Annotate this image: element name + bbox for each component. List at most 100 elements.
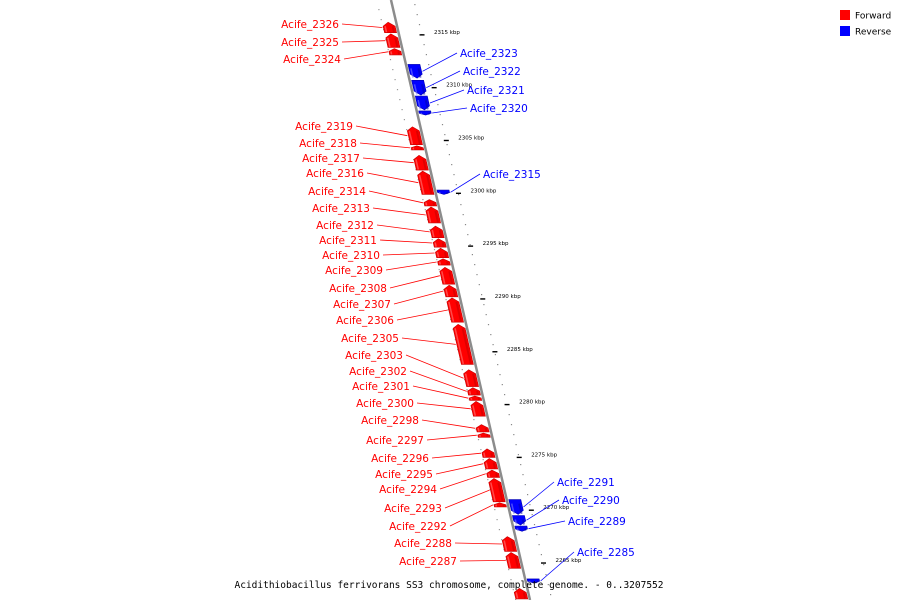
gene-label-acife-2314[interactable]: Acife_2314	[308, 186, 366, 198]
gene-arrow[interactable]	[429, 225, 445, 238]
gene-arrow[interactable]	[446, 297, 464, 323]
gene-arrow[interactable]	[439, 266, 456, 285]
gene-arrow[interactable]	[435, 247, 450, 259]
gene-shade	[427, 112, 431, 115]
gene-highlight	[418, 174, 425, 195]
gene-label-acife-2300[interactable]: Acife_2300	[356, 398, 414, 410]
gene-arrow[interactable]	[513, 588, 529, 600]
scale-dot	[513, 434, 515, 436]
gene-label-acife-2292[interactable]: Acife_2292	[389, 521, 447, 533]
gene-label-acife-2298[interactable]: Acife_2298	[361, 415, 419, 427]
gene-label-acife-2290[interactable]: Acife_2290	[562, 495, 620, 507]
gene-label-acife-2320[interactable]: Acife_2320	[470, 103, 528, 115]
gene-arrow[interactable]	[475, 424, 490, 433]
gene-arrow[interactable]	[483, 458, 499, 470]
gene-arrow[interactable]	[481, 448, 496, 458]
gene-shade	[432, 202, 436, 206]
gene-arrow[interactable]	[417, 170, 435, 195]
gene-arrow[interactable]	[512, 515, 527, 526]
gene-label-acife-2289[interactable]: Acife_2289	[568, 516, 626, 528]
gene-label-acife-2311[interactable]: Acife_2311	[319, 235, 377, 247]
gene-shade	[518, 503, 523, 515]
gene-arrow[interactable]	[501, 536, 518, 552]
gene-label-acife-2322[interactable]: Acife_2322	[463, 66, 521, 78]
gene-label-acife-2287[interactable]: Acife_2287	[399, 556, 457, 568]
gene-label-acife-2307[interactable]: Acife_2307	[333, 299, 391, 311]
gene-label-acife-2315[interactable]: Acife_2315	[483, 169, 541, 181]
gene-label-acife-2319[interactable]: Acife_2319	[295, 121, 353, 133]
gene-arrow[interactable]	[486, 469, 500, 478]
gene-label-acife-2301[interactable]: Acife_2301	[352, 381, 410, 393]
gene-arrow[interactable]	[382, 21, 397, 34]
gene-leader-line	[528, 520, 566, 530]
gene-label-acife-2296[interactable]: Acife_2296	[371, 453, 429, 465]
gene-label-acife-2297[interactable]: Acife_2297	[366, 435, 424, 447]
gene-label-acife-2309[interactable]: Acife_2309	[325, 265, 383, 277]
gene-arrow[interactable]	[470, 401, 486, 417]
scale-tick-label: 2305 kbp	[458, 136, 484, 142]
gene-label-acife-2308[interactable]: Acife_2308	[329, 283, 387, 295]
gene-arrow[interactable]	[423, 199, 438, 207]
guide-dot	[417, 179, 419, 181]
gene-label-acife-2285[interactable]: Acife_2285	[577, 547, 635, 559]
scale-dot	[478, 284, 480, 286]
gene-label-acife-2325[interactable]: Acife_2325	[281, 37, 339, 49]
scale-tick-label: 2315 kbp	[434, 30, 460, 36]
gene-arrow[interactable]	[432, 238, 447, 248]
gene-label-acife-2294[interactable]: Acife_2294	[379, 484, 437, 496]
gene-arrow[interactable]	[411, 80, 427, 96]
gene-label-acife-2318[interactable]: Acife_2318	[299, 138, 357, 150]
gene-arrow[interactable]	[385, 33, 401, 48]
gene-arrow[interactable]	[437, 258, 451, 266]
gene-arrow[interactable]	[425, 206, 441, 224]
gene-label-acife-2321[interactable]: Acife_2321	[467, 85, 525, 97]
gene-label-acife-2293[interactable]: Acife_2293	[384, 503, 442, 515]
legend-swatch-reverse	[840, 26, 850, 36]
gene-label-acife-2324[interactable]: Acife_2324	[283, 54, 341, 66]
guide-dot	[401, 109, 403, 111]
gene-label-acife-2312[interactable]: Acife_2312	[316, 220, 374, 232]
map-caption: Acidithiobacillus ferrivorans SS3 chromo…	[235, 580, 664, 591]
gene-label-acife-2313[interactable]: Acife_2313	[312, 203, 370, 215]
gene-arrow[interactable]	[477, 432, 491, 438]
guide-dot	[466, 389, 468, 391]
gene-arrow[interactable]	[526, 578, 540, 584]
gene-arrow[interactable]	[508, 499, 524, 515]
gene-arrow[interactable]	[505, 552, 522, 569]
gene-arrow[interactable]	[413, 154, 429, 171]
gene-arrow[interactable]	[388, 48, 403, 56]
scale-dot	[428, 64, 430, 66]
guide-dot	[512, 589, 514, 591]
scale-dot	[418, 24, 421, 26]
gene-arrow[interactable]	[418, 110, 432, 116]
gene-highlight	[490, 482, 496, 502]
gene-arrow[interactable]	[410, 145, 425, 151]
gene-arrow[interactable]	[493, 502, 507, 508]
gene-arrow[interactable]	[406, 126, 423, 145]
gene-arrow[interactable]	[443, 284, 459, 298]
scale-tick-label: 2280 kbp	[519, 400, 545, 406]
guide-dot	[396, 89, 399, 91]
gene-arrow[interactable]	[488, 478, 506, 503]
gene-arrow[interactable]	[468, 395, 483, 401]
gene-label-acife-2323[interactable]: Acife_2323	[460, 48, 518, 60]
gene-label-acife-2302[interactable]: Acife_2302	[349, 366, 407, 378]
gene-arrow[interactable]	[452, 323, 474, 365]
gene-arrow[interactable]	[436, 189, 450, 195]
gene-label-acife-2310[interactable]: Acife_2310	[322, 250, 380, 262]
gene-arrow[interactable]	[514, 525, 528, 532]
gene-label-acife-2316[interactable]: Acife_2316	[306, 168, 364, 180]
gene-label-acife-2305[interactable]: Acife_2305	[341, 333, 399, 345]
gene-label-acife-2306[interactable]: Acife_2306	[336, 315, 394, 327]
gene-arrow[interactable]	[467, 387, 481, 396]
gene-label-acife-2326[interactable]: Acife_2326	[281, 19, 339, 31]
gene-label-acife-2317[interactable]: Acife_2317	[302, 153, 360, 165]
gene-highlight	[445, 289, 449, 297]
gene-label-acife-2291[interactable]: Acife_2291	[557, 477, 615, 489]
gene-arrow[interactable]	[407, 64, 423, 79]
gene-label-acife-2295[interactable]: Acife_2295	[375, 469, 433, 481]
gene-arrow[interactable]	[463, 369, 479, 387]
gene-label-acife-2288[interactable]: Acife_2288	[394, 538, 452, 550]
gene-label-acife-2303[interactable]: Acife_2303	[345, 350, 403, 362]
gene-arrow[interactable]	[414, 95, 430, 111]
